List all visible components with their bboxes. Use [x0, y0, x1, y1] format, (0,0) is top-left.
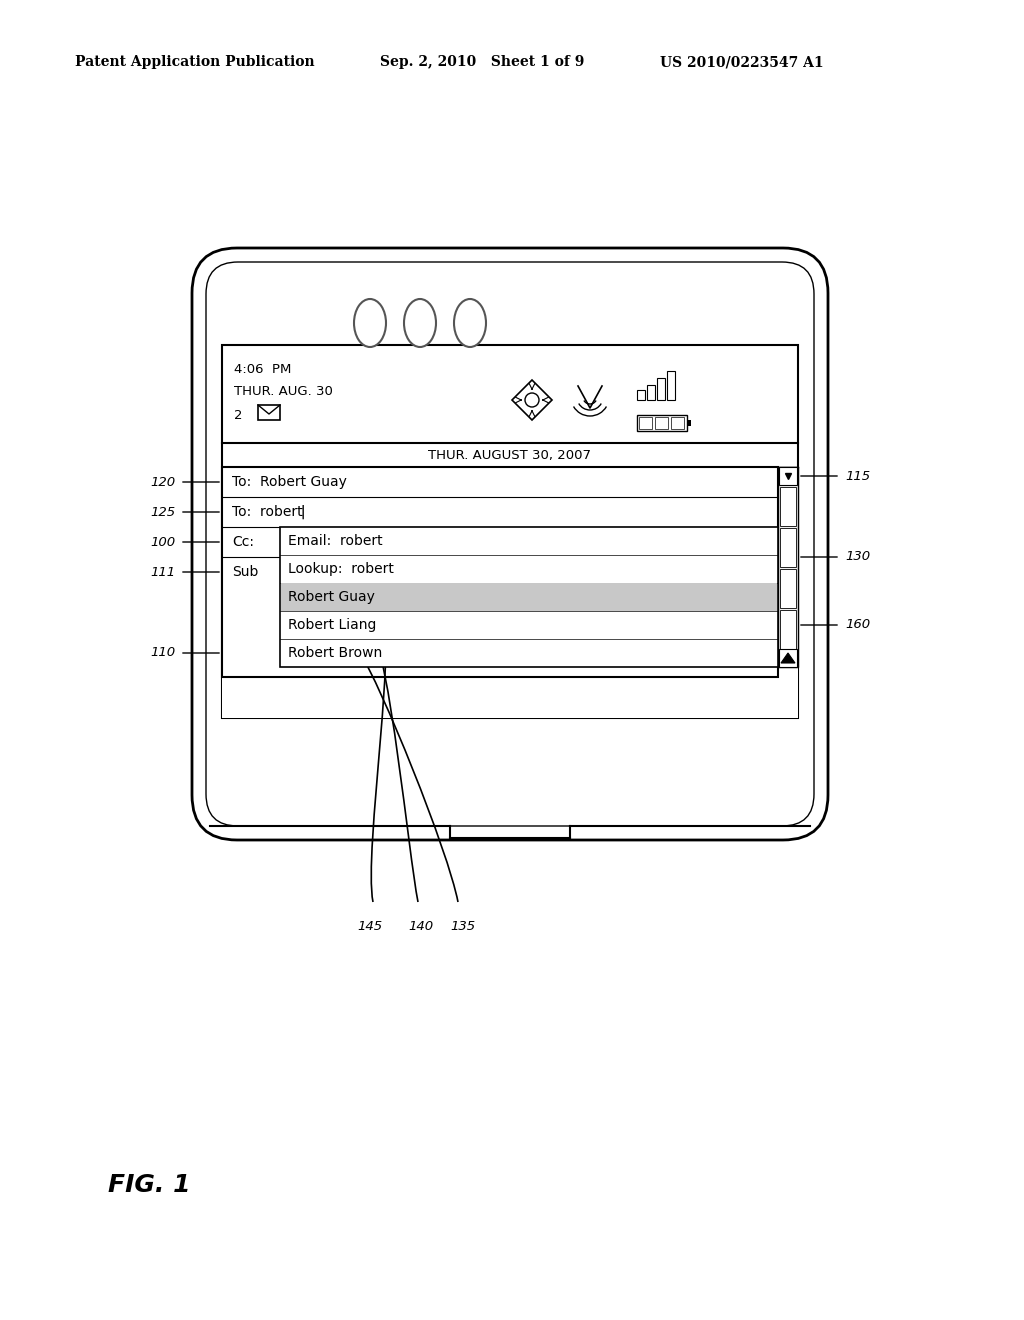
Bar: [667, 371, 675, 400]
Ellipse shape: [404, 300, 436, 347]
Text: FIG. 1: FIG. 1: [108, 1173, 190, 1197]
Text: US 2010/0223547 A1: US 2010/0223547 A1: [660, 55, 823, 69]
Polygon shape: [512, 380, 552, 420]
Text: Lookup:  robert: Lookup: robert: [288, 562, 394, 576]
Bar: [647, 385, 655, 400]
Ellipse shape: [354, 300, 386, 347]
Text: 135: 135: [451, 920, 475, 933]
Bar: [780, 610, 796, 649]
Bar: [779, 467, 797, 484]
Text: Sep. 2, 2010   Sheet 1 of 9: Sep. 2, 2010 Sheet 1 of 9: [380, 55, 585, 69]
Bar: [222, 467, 778, 677]
Bar: [637, 389, 645, 400]
Circle shape: [525, 393, 539, 407]
Bar: [671, 417, 684, 429]
Text: 160: 160: [845, 619, 870, 631]
FancyBboxPatch shape: [193, 248, 828, 840]
Text: 120: 120: [150, 475, 175, 488]
Bar: [657, 378, 665, 400]
Text: 125: 125: [150, 506, 175, 519]
Text: 2: 2: [234, 409, 243, 422]
Text: 110: 110: [150, 647, 175, 660]
Bar: [780, 569, 796, 609]
Bar: [778, 467, 798, 667]
Bar: [637, 414, 687, 432]
Polygon shape: [781, 653, 795, 663]
Text: Sub: Sub: [232, 565, 258, 579]
Bar: [222, 345, 798, 718]
Text: 140: 140: [409, 920, 433, 933]
Bar: [222, 667, 798, 718]
Text: 100: 100: [150, 536, 175, 549]
Text: Email:  robert: Email: robert: [288, 535, 383, 548]
Ellipse shape: [454, 300, 486, 347]
Bar: [780, 487, 796, 525]
Bar: [280, 527, 778, 667]
Text: 4:06  PM: 4:06 PM: [234, 363, 292, 376]
Text: Cc:: Cc:: [232, 535, 254, 549]
Text: Robert Liang: Robert Liang: [288, 618, 377, 632]
Text: Robert Brown: Robert Brown: [288, 645, 382, 660]
Bar: [639, 417, 652, 429]
Text: To:  robert▏: To: robert▏: [232, 504, 313, 519]
Bar: [780, 528, 796, 568]
Text: THUR. AUG. 30: THUR. AUG. 30: [234, 385, 333, 399]
Bar: [281, 583, 777, 611]
Bar: [258, 405, 280, 420]
Bar: [655, 417, 668, 429]
Bar: [779, 649, 797, 667]
Text: 145: 145: [357, 920, 383, 933]
Text: 130: 130: [845, 550, 870, 564]
Text: To:  Robert Guay: To: Robert Guay: [232, 475, 347, 488]
Text: Patent Application Publication: Patent Application Publication: [75, 55, 314, 69]
Text: 115: 115: [845, 470, 870, 483]
Text: THUR. AUGUST 30, 2007: THUR. AUGUST 30, 2007: [428, 449, 592, 462]
Text: Robert Guay: Robert Guay: [288, 590, 375, 605]
Bar: [687, 420, 691, 426]
Text: 111: 111: [150, 565, 175, 578]
